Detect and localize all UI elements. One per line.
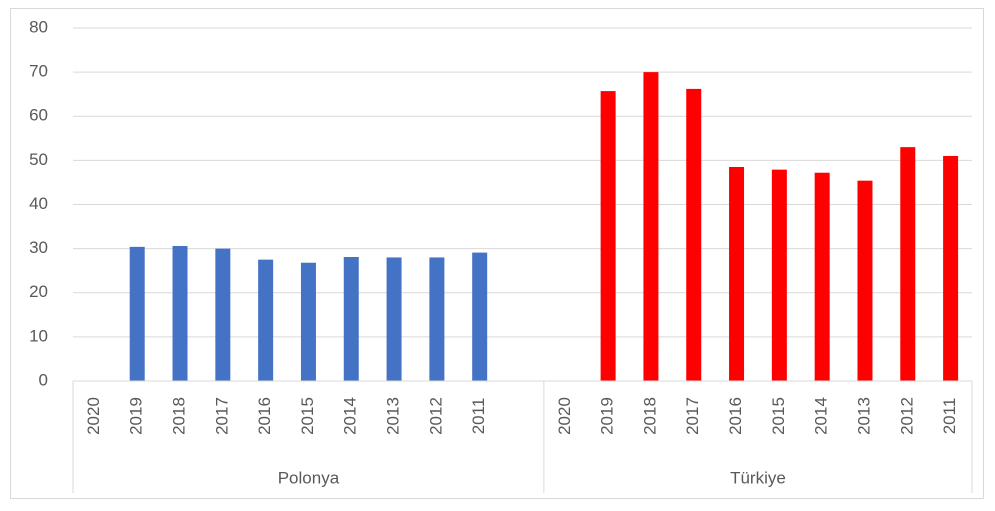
x-tick-label: 2015 xyxy=(769,397,788,435)
x-tick-label: 2012 xyxy=(426,397,445,435)
x-tick-label: 2012 xyxy=(897,397,916,435)
group-label: Türkiye xyxy=(730,468,786,487)
bar xyxy=(600,91,616,381)
x-tick-label: 2011 xyxy=(469,398,488,435)
bar xyxy=(900,147,916,381)
y-tick-label: 70 xyxy=(29,62,48,81)
bar xyxy=(943,155,959,381)
group-label: Polonya xyxy=(278,468,340,487)
y-tick-label: 0 xyxy=(39,370,48,389)
chart-border xyxy=(10,8,984,499)
x-tick-label: 2019 xyxy=(127,397,146,435)
bar xyxy=(686,88,702,381)
bar xyxy=(172,245,188,381)
bar xyxy=(429,257,445,381)
x-tick-label: 2019 xyxy=(598,397,617,435)
bar xyxy=(771,169,787,381)
x-tick-label: 2016 xyxy=(255,397,274,435)
x-tick-label: 2017 xyxy=(683,397,702,435)
x-tick-label: 2013 xyxy=(384,397,403,435)
y-tick-label: 10 xyxy=(29,326,48,345)
y-tick-label: 60 xyxy=(29,106,48,125)
y-tick-label: 30 xyxy=(29,238,48,257)
x-tick-label: 2011 xyxy=(940,398,959,435)
y-tick-label: 80 xyxy=(29,17,48,36)
bar xyxy=(386,257,402,381)
bar xyxy=(129,246,145,381)
bar xyxy=(857,180,873,381)
bar xyxy=(814,172,830,381)
y-tick-label: 40 xyxy=(29,194,48,213)
bar xyxy=(300,262,316,381)
bar xyxy=(472,252,488,381)
x-tick-label: 2017 xyxy=(212,397,231,435)
x-tick-label: 2015 xyxy=(298,397,317,435)
bar xyxy=(343,257,359,381)
x-tick-label: 2018 xyxy=(170,397,189,435)
x-tick-label: 2013 xyxy=(854,397,873,435)
bar xyxy=(643,72,659,381)
x-tick-label: 2020 xyxy=(84,397,103,435)
x-tick-label: 2020 xyxy=(555,397,574,435)
x-tick-label: 2016 xyxy=(726,397,745,435)
x-tick-label: 2014 xyxy=(341,397,360,435)
x-tick-label: 2018 xyxy=(640,397,659,435)
bar xyxy=(258,259,274,381)
y-tick-label: 20 xyxy=(29,282,48,301)
bar xyxy=(729,166,745,381)
x-tick-label: 2014 xyxy=(812,397,831,435)
y-tick-label: 50 xyxy=(29,150,48,169)
bar xyxy=(215,248,231,381)
